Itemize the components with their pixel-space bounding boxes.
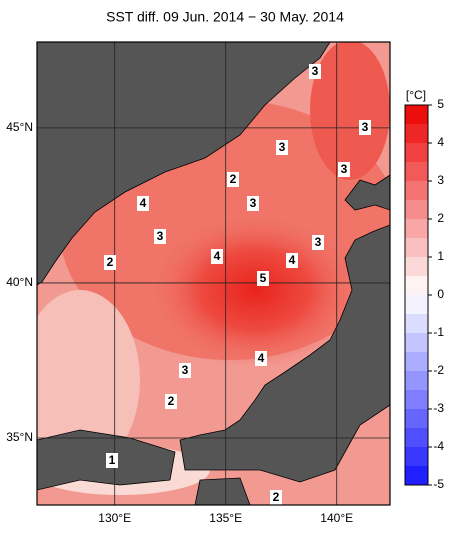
colorbar-tick-label: 1 [437, 249, 444, 263]
contour-label: 3 [250, 196, 257, 210]
contour-label-box [359, 120, 371, 135]
contour-label: 2 [107, 255, 114, 269]
contour-label: 3 [312, 64, 319, 78]
contour-label: 3 [279, 140, 286, 154]
contour-label-box [104, 255, 116, 270]
contour-label: 5 [260, 271, 267, 285]
colorbar-cell [405, 428, 428, 447]
contour-label-box [165, 394, 177, 409]
contour-label: 2 [273, 490, 280, 504]
colorbar-cell [405, 219, 428, 238]
colorbar-cell [405, 143, 428, 162]
colorbar-tick-label: 3 [437, 173, 444, 187]
contour-label: 3 [362, 120, 369, 134]
contour-label-box [211, 249, 223, 264]
contour-label-box [179, 363, 191, 378]
graticule [37, 42, 390, 505]
contour-label-box [270, 490, 282, 505]
colorbar-cell [405, 352, 428, 371]
contour-label-box [137, 196, 149, 211]
contour-label-box [106, 453, 118, 468]
sea-warm-ne [310, 42, 390, 180]
colorbar-tick-label: -4 [433, 439, 444, 453]
contour-label-box [227, 172, 239, 187]
colorbar-tick-label: 0 [437, 287, 444, 301]
contour-label: 3 [157, 229, 164, 243]
colorbar-cell [405, 105, 428, 124]
colorbar-cell [405, 295, 428, 314]
land-honshu [179, 224, 390, 483]
colorbar: 5 4 3 2 1 0 -1 -2 -3 -4 -5 [404, 97, 444, 491]
colorbar-tick-label: 5 [437, 97, 444, 111]
colorbar-cell [405, 276, 428, 295]
lon-tick-label: 135°E [209, 511, 242, 525]
land-hokkaido [344, 174, 390, 211]
contour-label-box [154, 229, 166, 244]
contour-label-box [338, 162, 350, 177]
colorbar-cell [405, 181, 428, 200]
colorbar-cell [405, 447, 428, 466]
colorbar-tick-label: -2 [433, 363, 444, 377]
contour-label-box [257, 271, 269, 286]
contour-label: 2 [230, 172, 237, 186]
contour-label: 4 [289, 253, 296, 267]
colorbar-tick-label: -3 [433, 401, 444, 415]
colorbar-cell [405, 314, 428, 333]
sea-hot [145, 210, 365, 370]
lat-tick-label: 35°N [6, 430, 33, 444]
colorbar-cell [405, 333, 428, 352]
colorbar-cell [405, 390, 428, 409]
contour-label-box [276, 140, 288, 155]
colorbar-cell [405, 238, 428, 257]
colorbar-cell [405, 124, 428, 143]
colorbar-label: [°C] [406, 88, 426, 102]
contour-label-box [286, 253, 298, 268]
contour-label-box [312, 235, 324, 250]
contour-label-box [309, 64, 321, 79]
colorbar-cell [405, 162, 428, 181]
sea-cool-w [37, 290, 140, 470]
colorbar-tick-label: -1 [433, 325, 444, 339]
contour-label: 4 [258, 351, 265, 365]
contour-label: 3 [315, 235, 322, 249]
contour-label: 4 [140, 196, 147, 210]
map-frame [36, 41, 391, 506]
contour-label: 2 [168, 394, 175, 408]
land-kyushu [194, 477, 251, 505]
colorbar-tick-label: 4 [437, 135, 444, 149]
lat-tick-label: 45°N [6, 120, 33, 134]
contour-label: 4 [214, 249, 221, 263]
contour-label: 3 [182, 363, 189, 377]
title: SST diff. 09 Jun. 2014 − 30 May. 2014 [106, 9, 344, 25]
colorbar-tick-label: -5 [433, 477, 444, 491]
contour-label: 3 [341, 162, 348, 176]
colorbar-tick-label: 2 [437, 211, 444, 225]
colorbar-cell [405, 409, 428, 428]
contour-label: 1 [109, 453, 116, 467]
contour-label-box [247, 196, 259, 211]
colorbar-cell [405, 257, 428, 276]
lon-tick-label: 140°E [320, 511, 353, 525]
contour-label-box [255, 351, 267, 366]
colorbar-cell [405, 371, 428, 390]
colorbar-cell [405, 200, 428, 219]
lon-tick-label: 130°E [98, 511, 131, 525]
colorbar-cell [405, 466, 428, 485]
lat-tick-label: 40°N [6, 275, 33, 289]
